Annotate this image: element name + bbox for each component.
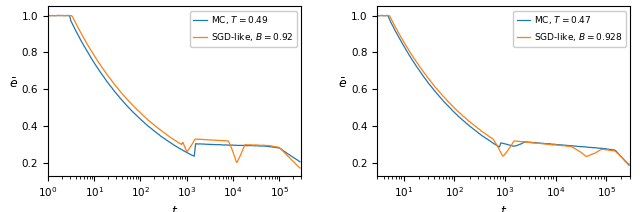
- SGD-like, $B = 0.928$: [379, 14, 387, 17]
- MC, $T = 0.47$: [493, 145, 501, 147]
- SGD-like, $B = 0.928$: [480, 131, 488, 134]
- MC, $T = 0.49$: [58, 14, 65, 17]
- X-axis label: $t$: $t$: [500, 205, 508, 212]
- SGD-like, $B = 0.928$: [605, 149, 612, 151]
- X-axis label: $t$: $t$: [171, 205, 179, 212]
- SGD-like, $B = 0.92$: [276, 147, 284, 149]
- SGD-like, $B = 0.928$: [493, 145, 501, 148]
- Legend: MC, $T = 0.49$, SGD-like, $B = 0.92$: MC, $T = 0.49$, SGD-like, $B = 0.92$: [190, 11, 297, 47]
- MC, $T = 0.47$: [605, 148, 612, 151]
- Line: SGD-like, $B = 0.928$: SGD-like, $B = 0.928$: [378, 15, 629, 164]
- SGD-like, $B = 0.928$: [618, 156, 625, 159]
- Y-axis label: $\bar{e}$: $\bar{e}$: [9, 78, 18, 91]
- Y-axis label: $\bar{e}$: $\bar{e}$: [338, 78, 347, 91]
- SGD-like, $B = 0.92$: [164, 134, 172, 137]
- SGD-like, $B = 0.92$: [44, 14, 52, 17]
- SGD-like, $B = 0.928$: [625, 163, 633, 165]
- SGD-like, $B = 0.928$: [625, 163, 633, 165]
- SGD-like, $B = 0.92$: [296, 167, 304, 169]
- SGD-like, $B = 0.928$: [557, 144, 564, 147]
- MC, $T = 0.49$: [276, 147, 284, 149]
- MC, $T = 0.47$: [618, 156, 625, 158]
- MC, $T = 0.47$: [374, 14, 382, 17]
- Line: SGD-like, $B = 0.92$: SGD-like, $B = 0.92$: [48, 15, 300, 168]
- SGD-like, $B = 0.92$: [289, 159, 296, 162]
- MC, $T = 0.47$: [482, 137, 490, 139]
- MC, $T = 0.47$: [625, 164, 633, 166]
- Line: MC, $T = 0.47$: MC, $T = 0.47$: [378, 15, 629, 165]
- MC, $T = 0.49$: [289, 156, 296, 158]
- SGD-like, $B = 0.92$: [296, 167, 304, 169]
- MC, $T = 0.49$: [227, 144, 235, 146]
- MC, $T = 0.47$: [378, 14, 386, 17]
- MC, $T = 0.49$: [296, 160, 304, 163]
- SGD-like, $B = 0.928$: [482, 133, 490, 135]
- SGD-like, $B = 0.928$: [374, 14, 382, 17]
- MC, $T = 0.49$: [164, 140, 172, 142]
- MC, $T = 0.47$: [557, 144, 564, 146]
- SGD-like, $B = 0.92$: [150, 124, 157, 126]
- MC, $T = 0.49$: [44, 14, 52, 17]
- Line: MC, $T = 0.49$: MC, $T = 0.49$: [48, 15, 300, 162]
- Legend: MC, $T = 0.47$, SGD-like, $B = 0.928$: MC, $T = 0.47$, SGD-like, $B = 0.928$: [513, 11, 626, 47]
- SGD-like, $B = 0.92$: [227, 146, 235, 148]
- MC, $T = 0.49$: [150, 130, 157, 132]
- SGD-like, $B = 0.92$: [152, 125, 160, 128]
- MC, $T = 0.47$: [480, 135, 488, 138]
- MC, $T = 0.49$: [152, 131, 160, 134]
- SGD-like, $B = 0.92$: [54, 14, 62, 17]
